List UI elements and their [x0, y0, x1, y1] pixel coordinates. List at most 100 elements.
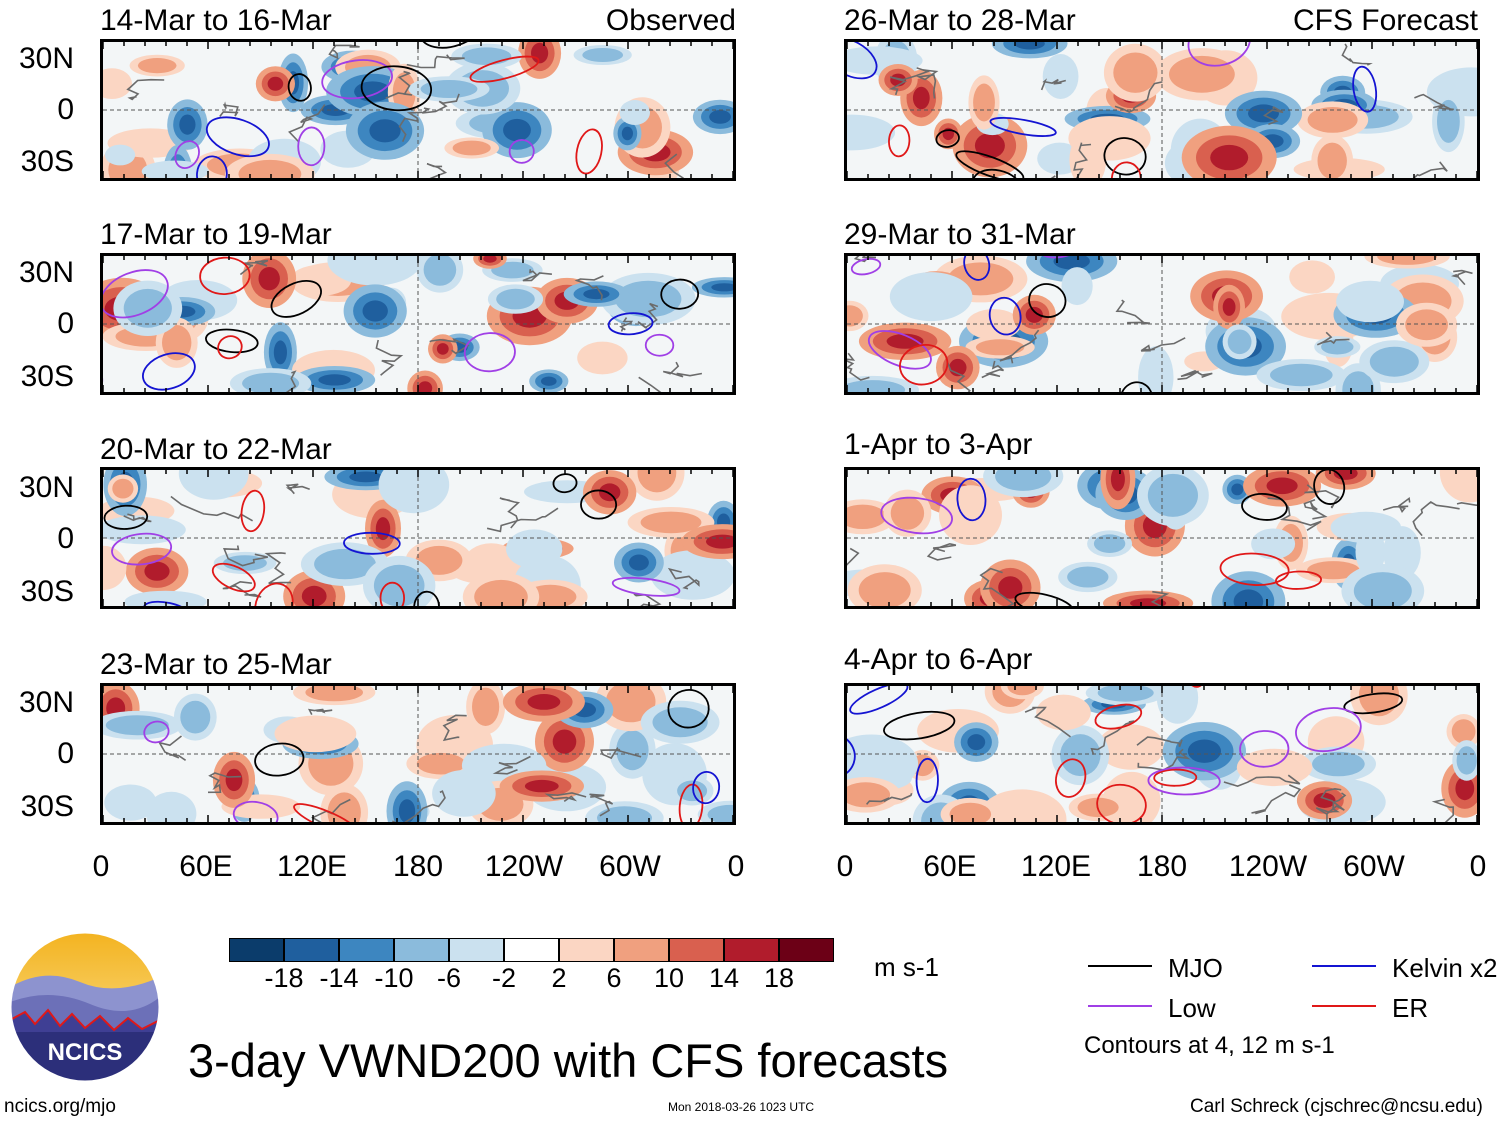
map-field-7 — [847, 470, 1477, 606]
lat-label-30s-2: 30S — [20, 360, 74, 393]
coastline — [492, 755, 531, 775]
map-field-2 — [103, 256, 733, 392]
coastline — [662, 361, 703, 378]
colorbar-swatch — [779, 938, 834, 962]
coastline — [888, 67, 931, 96]
anomaly-blob — [640, 511, 702, 534]
anomaly-blob — [496, 288, 535, 310]
anomaly-blob — [112, 478, 134, 499]
anomaly-blob — [103, 68, 132, 99]
anomaly-blob — [242, 372, 300, 392]
anomaly-blob — [472, 687, 500, 726]
coastline — [1251, 784, 1302, 815]
anomaly-blob — [461, 47, 512, 65]
anomaly-blob — [628, 554, 649, 571]
panel-title-2: 17-Mar to 19-Mar — [100, 218, 332, 251]
anomaly-blob — [105, 144, 136, 166]
anomaly-blob — [1342, 371, 1375, 392]
legend-label-er: ER — [1392, 993, 1429, 1023]
anomaly-blob — [889, 272, 973, 322]
colorbar-tick: -10 — [374, 963, 414, 993]
anomaly-blob — [995, 470, 1052, 491]
main-title: 3-day VWND200 with CFS forecasts — [188, 1034, 949, 1087]
anomaly-blob — [1289, 260, 1335, 294]
anomaly-blob — [301, 585, 327, 606]
wave-contour — [611, 576, 681, 597]
lat-label-eq-4: 0 — [57, 737, 74, 770]
lon-label-left-180: 180 — [392, 850, 444, 883]
panel-title-4: 23-Mar to 25-Mar — [100, 648, 332, 681]
anomaly-blob — [1266, 477, 1298, 495]
anomaly-blob — [1097, 686, 1154, 702]
anomaly-blob — [416, 752, 466, 775]
coastline — [429, 337, 470, 355]
legend-line-mjo — [1088, 965, 1152, 967]
anomaly-blob — [1187, 739, 1221, 763]
lat-label-eq-3: 0 — [57, 522, 74, 555]
anomaly-blob — [503, 118, 531, 142]
wave-contour — [644, 333, 675, 357]
coastline — [398, 111, 423, 143]
lon-label-left-0: 0 — [92, 850, 110, 883]
map-field-6 — [847, 256, 1477, 392]
wave-contour — [174, 140, 200, 169]
wave-contour — [1035, 256, 1085, 259]
colorbar-tick: 10 — [653, 963, 685, 993]
colorbar-units: m s-1 — [874, 952, 939, 982]
anomaly-blob — [1353, 572, 1412, 606]
lon-label-left-120e: 120E — [276, 850, 348, 883]
colorbar-tick: -2 — [491, 963, 516, 993]
anomaly-blob — [436, 343, 449, 355]
lat-label-30s-4: 30S — [20, 790, 74, 823]
coastline — [865, 793, 913, 805]
colorbar-tick: 6 — [606, 963, 622, 993]
anomaly-blob — [1093, 534, 1126, 553]
legend-line-er — [1312, 1005, 1376, 1007]
wave-contour — [850, 258, 882, 276]
coastline — [544, 792, 587, 802]
wave-contour — [989, 117, 1057, 137]
anomaly-blob — [1147, 473, 1198, 517]
anomaly-blob — [1251, 528, 1296, 560]
wave-contour — [143, 720, 170, 744]
wave-contour — [360, 65, 433, 112]
anomaly-blob — [1336, 280, 1404, 323]
anomaly-blob — [1113, 52, 1158, 93]
anomaly-blob — [1042, 54, 1079, 99]
wave-contour — [321, 59, 393, 100]
anomaly-blob — [912, 86, 930, 110]
footer-url[interactable]: ncics.org/mjo — [4, 1096, 116, 1117]
coastline — [375, 339, 404, 376]
anomaly-blob — [327, 256, 422, 286]
anomaly-blob — [305, 686, 363, 702]
wave-contour — [880, 496, 953, 535]
anomaly-blob — [1307, 561, 1360, 580]
anomaly-blob — [1312, 751, 1365, 777]
lat-label-eq-1: 0 — [57, 93, 74, 126]
wave-contour — [1103, 137, 1147, 176]
anomaly-blob — [1377, 256, 1437, 265]
anomaly-blob — [1439, 470, 1477, 503]
wave-contour — [849, 686, 909, 715]
anomaly-blob — [463, 543, 519, 583]
coastline — [1382, 496, 1411, 513]
coastline — [638, 376, 662, 392]
coastline — [426, 163, 448, 178]
wave-contour — [1147, 766, 1221, 796]
colorbar-tick: 14 — [708, 963, 740, 993]
wave-contour — [1153, 768, 1198, 787]
map-field-5 — [847, 42, 1477, 178]
coastline — [574, 275, 604, 301]
wave-contour — [1110, 161, 1142, 178]
wave-contour — [867, 330, 932, 370]
anomaly-blob — [886, 333, 924, 349]
coastline — [285, 483, 310, 495]
coastline — [486, 507, 559, 533]
anomaly-blob — [314, 548, 376, 580]
anomaly-blob — [531, 42, 549, 64]
coastline — [1114, 81, 1163, 113]
coastline — [667, 567, 700, 590]
wave-contour — [883, 710, 956, 741]
lon-label-right-0: 0 — [836, 850, 854, 883]
wave-contour — [1096, 783, 1147, 822]
